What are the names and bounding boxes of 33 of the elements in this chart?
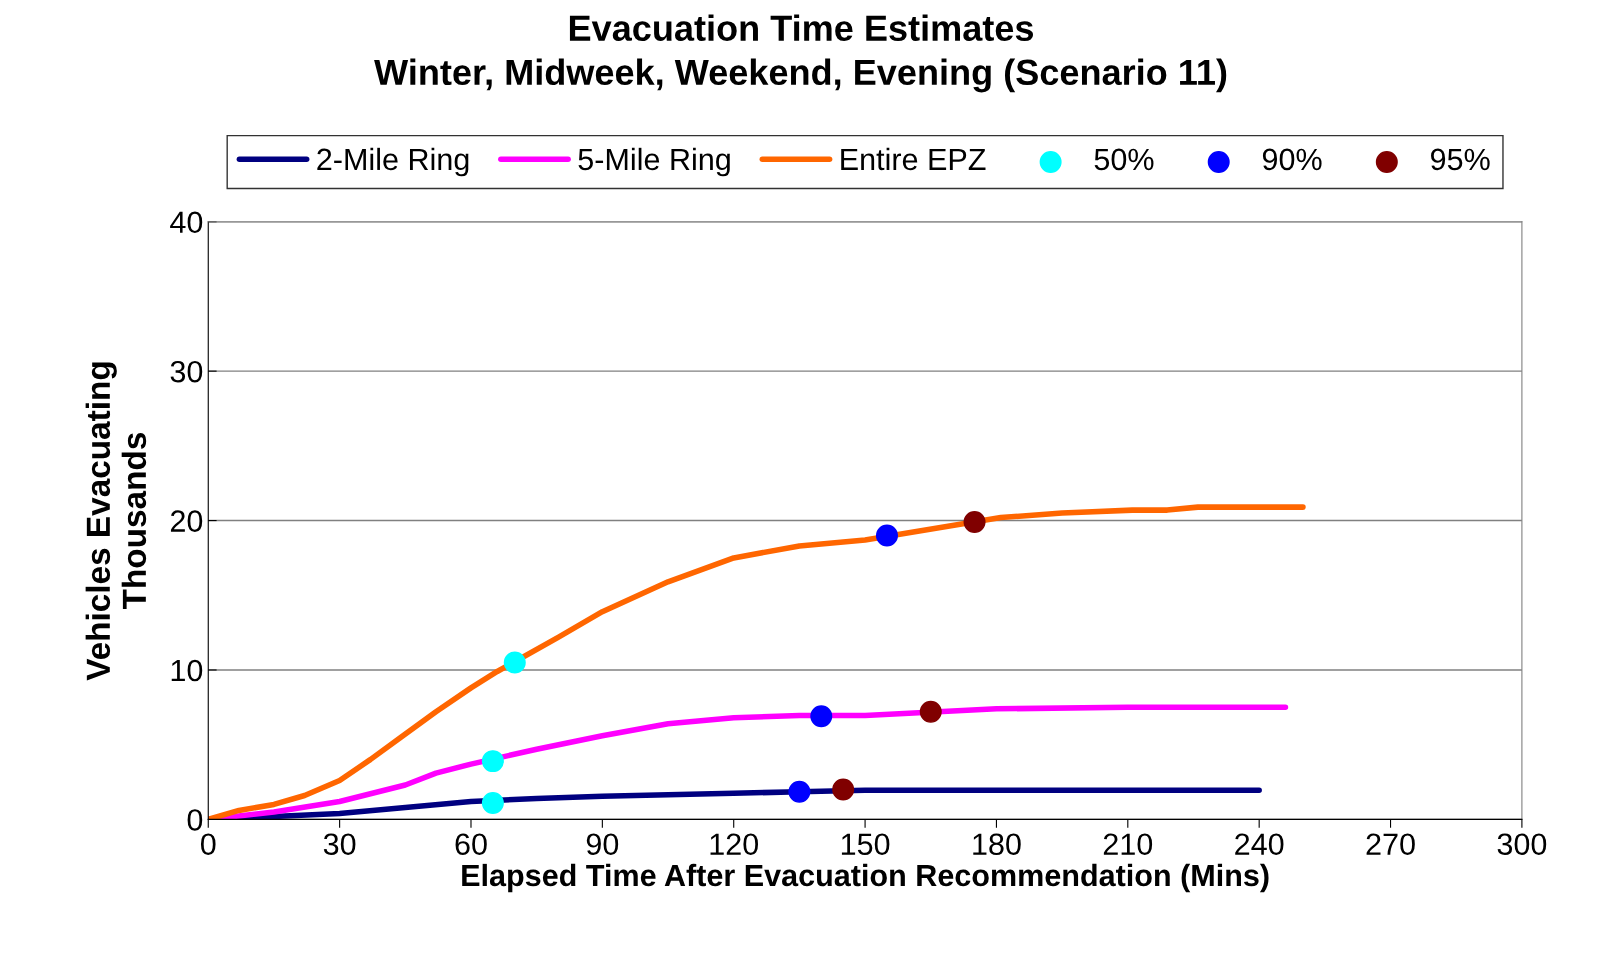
x-tick-label: 150 <box>841 833 890 856</box>
y-tick-label: 20 <box>170 510 203 532</box>
y-tick-label: 0 <box>187 809 203 831</box>
y-tick-label: 40 <box>170 211 203 234</box>
x-axis-title: Elapsed Time After Evacuation Recommendation (Mins) <box>462 863 1269 893</box>
y-tick-label: 30 <box>170 360 203 383</box>
legend-label: 2-Mile Ring <box>317 147 469 177</box>
y-axis-title: Vehicles Evacuating Thousands <box>85 362 147 681</box>
point <box>503 651 526 674</box>
x-tick-label: 180 <box>973 833 1021 856</box>
x-tick-label: 300 <box>1497 833 1547 856</box>
point <box>481 750 504 773</box>
x-tick-label: 120 <box>710 833 759 856</box>
legend-label: Entire EPZ <box>841 147 986 171</box>
legend-label: 90% <box>1262 148 1322 171</box>
point <box>963 511 986 534</box>
chart-title: Evacuation Time Estimates Winter, Midweek, Weekend, Evening (Scenario 11) <box>374 14 1227 93</box>
x-tick-label: 240 <box>1235 833 1284 856</box>
y-tick-label: 10 <box>171 659 203 682</box>
x-tick-label: 210 <box>1103 833 1153 856</box>
point <box>832 778 855 801</box>
x-tick-label: 90 <box>586 833 619 856</box>
legend-label: 5-Mile Ring <box>578 147 730 177</box>
x-tick-label: 270 <box>1366 833 1415 856</box>
x-tick-label: 30 <box>323 833 356 856</box>
x-tick-label: 60 <box>455 833 487 856</box>
legend-label: 50% <box>1094 148 1154 171</box>
point <box>919 700 942 723</box>
legend-label: 95% <box>1431 148 1490 171</box>
point <box>788 780 811 803</box>
point <box>875 524 898 547</box>
point <box>481 791 504 814</box>
point <box>810 705 833 728</box>
